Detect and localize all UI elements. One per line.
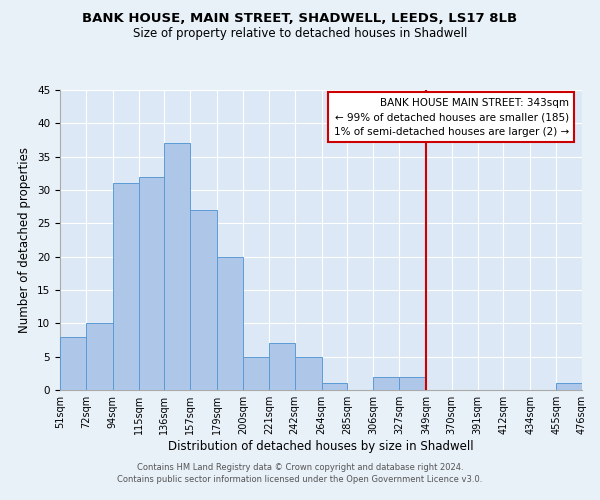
- Bar: [556, 384, 582, 390]
- Bar: [269, 344, 295, 390]
- Bar: [243, 356, 269, 390]
- Bar: [217, 256, 243, 390]
- Bar: [295, 356, 322, 390]
- X-axis label: Distribution of detached houses by size in Shadwell: Distribution of detached houses by size …: [168, 440, 474, 453]
- Bar: [373, 376, 399, 390]
- Bar: [139, 176, 164, 390]
- Text: Size of property relative to detached houses in Shadwell: Size of property relative to detached ho…: [133, 28, 467, 40]
- Bar: [164, 144, 190, 390]
- Text: BANK HOUSE, MAIN STREET, SHADWELL, LEEDS, LS17 8LB: BANK HOUSE, MAIN STREET, SHADWELL, LEEDS…: [82, 12, 518, 26]
- Bar: [60, 336, 86, 390]
- Bar: [322, 384, 347, 390]
- Text: BANK HOUSE MAIN STREET: 343sqm
← 99% of detached houses are smaller (185)
1% of : BANK HOUSE MAIN STREET: 343sqm ← 99% of …: [334, 98, 569, 137]
- Bar: [86, 324, 113, 390]
- Bar: [113, 184, 139, 390]
- Text: Contains public sector information licensed under the Open Government Licence v3: Contains public sector information licen…: [118, 474, 482, 484]
- Bar: [399, 376, 426, 390]
- Text: Contains HM Land Registry data © Crown copyright and database right 2024.: Contains HM Land Registry data © Crown c…: [137, 464, 463, 472]
- Bar: [190, 210, 217, 390]
- Y-axis label: Number of detached properties: Number of detached properties: [19, 147, 31, 333]
